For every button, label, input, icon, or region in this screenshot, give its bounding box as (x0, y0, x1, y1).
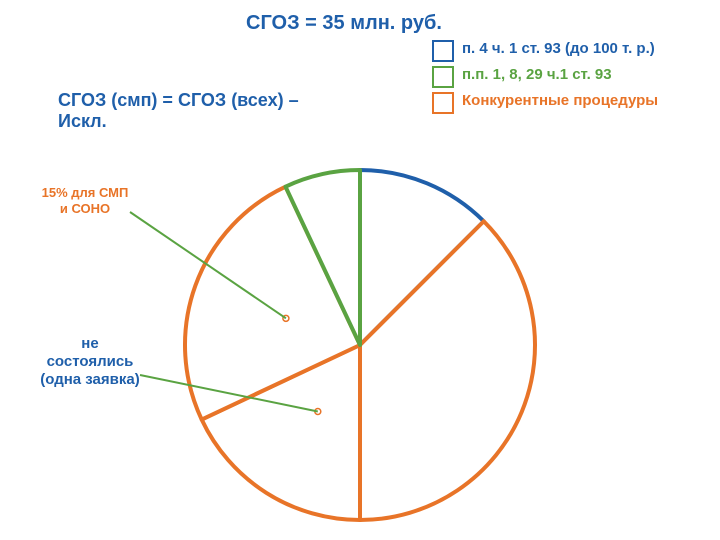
callout-failed: не состоялись (одна заявка) (40, 335, 140, 389)
callout-smp: 15% для СМП и СОНО (40, 185, 130, 216)
pie-chart (0, 0, 720, 540)
